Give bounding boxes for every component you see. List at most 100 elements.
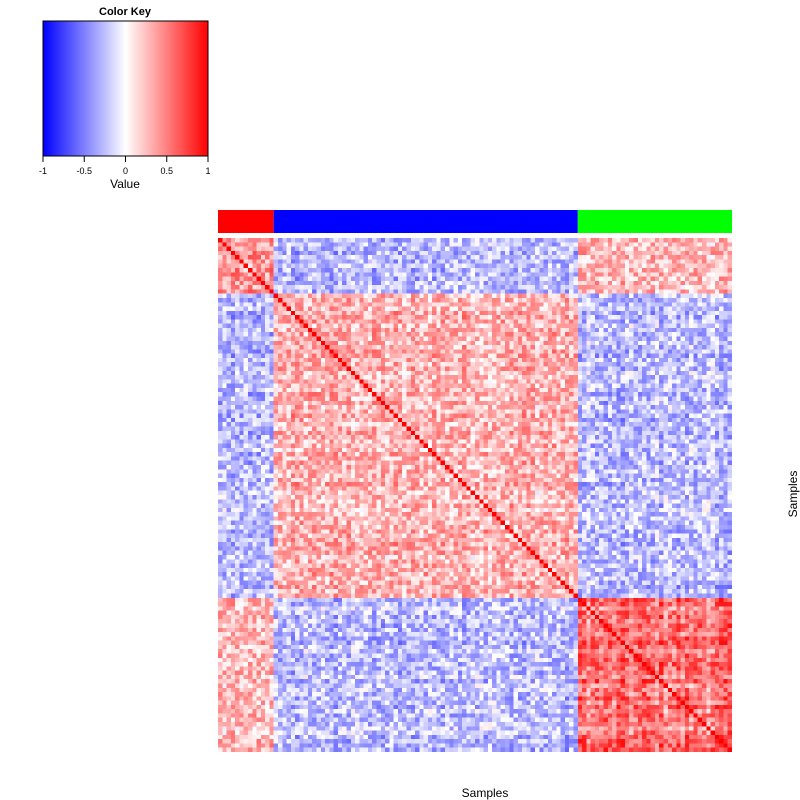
heatmap-cell	[325, 400, 330, 406]
heatmap-cell	[333, 413, 339, 419]
heatmap-cell	[504, 276, 510, 281]
heatmap-cell	[427, 387, 433, 393]
heatmap-cell	[727, 255, 733, 260]
heatmap-cell	[513, 285, 518, 290]
heatmap-cell	[654, 285, 660, 290]
heatmap-cell	[346, 392, 351, 397]
heatmap-cell	[676, 259, 681, 264]
heatmap-cell	[607, 250, 613, 256]
heatmap-cell	[282, 383, 287, 389]
heatmap-cell	[710, 405, 716, 410]
heatmap-cell	[380, 413, 386, 419]
heatmap-cell	[672, 259, 677, 264]
heatmap-cell	[316, 315, 321, 320]
heatmap-cell	[363, 332, 369, 337]
heatmap-cell	[436, 276, 441, 281]
heatmap-cell	[470, 336, 476, 341]
heatmap-cell	[342, 336, 347, 341]
heatmap-cell	[342, 246, 347, 251]
heatmap-cell	[706, 293, 711, 299]
heatmap-cell	[406, 336, 411, 341]
heatmap-cell	[299, 392, 304, 397]
heatmap-cell	[646, 242, 651, 247]
heatmap-cell	[684, 370, 690, 376]
heatmap-cell	[350, 375, 356, 380]
heatmap-cell	[286, 375, 291, 380]
heatmap-cell	[569, 272, 574, 277]
heatmap-cell	[449, 272, 454, 277]
heatmap-cell	[419, 315, 424, 320]
heatmap-cell	[517, 272, 523, 277]
heatmap-cell	[539, 319, 544, 324]
heatmap-cell	[393, 302, 399, 307]
heatmap-cell	[243, 345, 249, 350]
heatmap-cell	[290, 366, 296, 371]
heatmap-cell	[432, 319, 437, 324]
heatmap-cell	[702, 306, 707, 311]
heatmap-cell	[457, 387, 463, 393]
heatmap-cell	[530, 310, 536, 316]
heatmap-cell	[295, 349, 300, 354]
heatmap-cell	[286, 387, 291, 393]
heatmap-cell	[243, 323, 249, 329]
heatmap-cell	[393, 255, 399, 260]
heatmap-cell	[672, 319, 677, 324]
heatmap-cell	[269, 366, 274, 371]
heatmap-cell	[719, 349, 724, 354]
heatmap-cell	[556, 259, 561, 264]
heatmap-cell	[282, 366, 287, 371]
heatmap-cell	[423, 332, 429, 337]
heatmap-cell	[269, 413, 274, 419]
heatmap-cell	[436, 306, 441, 311]
heatmap-cell	[680, 387, 686, 393]
heatmap-cell	[440, 349, 446, 354]
heatmap-cell	[594, 319, 600, 324]
group-color-bar	[218, 210, 732, 233]
heatmap-cell	[325, 345, 330, 350]
heatmap-cell	[654, 323, 660, 329]
heatmap-cell	[513, 396, 518, 401]
heatmap-cell	[423, 280, 429, 286]
heatmap-cell	[659, 383, 664, 389]
heatmap-cell	[603, 396, 608, 401]
heatmap-cell	[410, 302, 416, 307]
heatmap-cell	[642, 349, 647, 354]
heatmap-cell	[402, 375, 407, 380]
heatmap-cell	[616, 272, 621, 277]
heatmap-cell	[367, 375, 373, 380]
heatmap-cell	[243, 293, 249, 299]
heatmap-cell	[689, 302, 694, 307]
heatmap-cell	[479, 267, 484, 273]
heatmap-cell	[684, 353, 690, 359]
heatmap-cell	[252, 323, 257, 329]
heatmap-cell	[680, 353, 686, 359]
heatmap-cell	[539, 242, 544, 247]
heatmap-cell	[702, 323, 707, 329]
heatmap-cell	[389, 383, 394, 389]
heatmap-cell	[415, 405, 420, 410]
heatmap-cell	[483, 366, 488, 371]
heatmap-cell	[295, 323, 300, 329]
heatmap-cell	[663, 357, 668, 363]
heatmap-cell	[449, 255, 454, 260]
heatmap-cell	[453, 396, 459, 401]
heatmap-cell	[235, 387, 240, 393]
heatmap-cell	[453, 383, 459, 389]
heatmap-cell	[586, 276, 591, 281]
heatmap-cell	[346, 387, 351, 393]
heatmap-cell	[273, 255, 279, 260]
heatmap-cell	[543, 357, 548, 363]
heatmap-cell	[522, 387, 527, 393]
heatmap-cell	[582, 310, 587, 316]
heatmap-cell	[642, 259, 647, 264]
heatmap-cell	[586, 293, 591, 299]
heatmap-cell	[487, 357, 493, 363]
heatmap-cell	[282, 246, 287, 251]
heatmap-cell	[607, 400, 613, 406]
heatmap-cell	[440, 366, 446, 371]
heatmap-cell	[693, 255, 698, 260]
heatmap-cell	[393, 396, 399, 401]
heatmap-cell	[393, 250, 399, 256]
heatmap-cell	[277, 383, 283, 389]
heatmap-cell	[402, 409, 407, 414]
